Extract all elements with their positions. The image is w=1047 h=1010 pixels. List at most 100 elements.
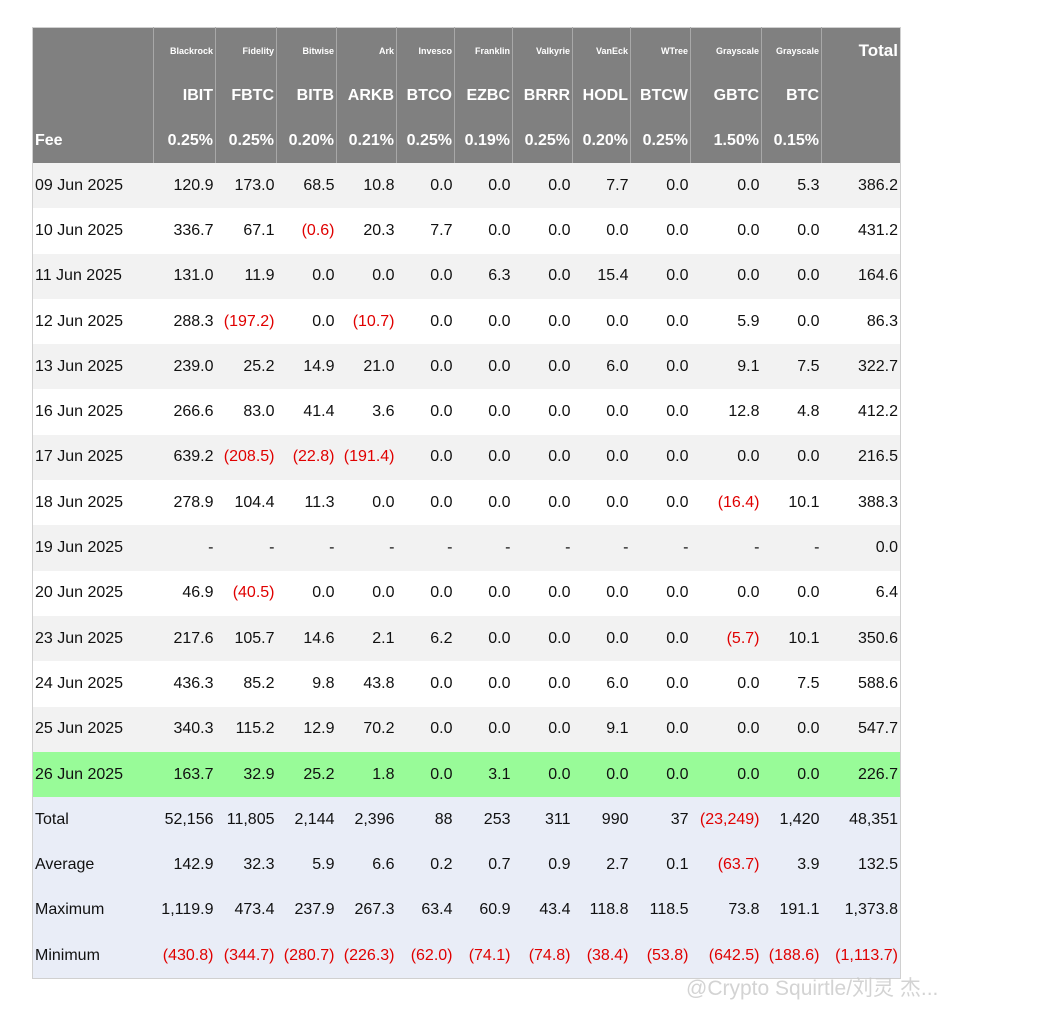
flow-value: -: [396, 525, 455, 571]
flow-value: 0.0: [761, 434, 822, 481]
flow-value: 20.3: [336, 208, 397, 254]
flow-value: 0.0: [336, 570, 397, 616]
summary-label: Maximum: [32, 887, 154, 934]
flow-value: 9.1: [572, 706, 631, 752]
flow-value: 0.0: [454, 706, 513, 752]
flow-value: -: [512, 525, 573, 571]
flow-value: 0.0: [512, 298, 573, 345]
summary-value: (188.6): [761, 933, 822, 979]
flow-value: 0.0: [690, 434, 762, 481]
flow-value: 239.0: [153, 344, 216, 390]
header-cell: [821, 118, 901, 163]
flow-value: 226.7: [821, 751, 901, 798]
date: 12 Jun 2025: [32, 298, 154, 345]
data-row: 18 Jun 2025 278.9 104.4 11.3 0.0 0.0 0.0 0.0 0.0…: [32, 480, 901, 526]
summary-value: 132.5: [821, 842, 901, 888]
issuer-name: Valkyrie: [512, 27, 573, 73]
flow-value: 0.0: [761, 706, 822, 752]
ticker: BTCW: [630, 73, 691, 118]
fee: 0.25%: [630, 118, 691, 163]
flow-value: 0.0: [512, 661, 573, 707]
date: 17 Jun 2025: [32, 434, 154, 481]
flow-value: 0.0: [454, 434, 513, 481]
date: 11 Jun 2025: [32, 253, 154, 299]
flow-value: 0.0: [572, 208, 631, 254]
data-row: 16 Jun 2025 266.6 83.0 41.4 3.6 0.0 0.0 0.0 0.0 0…: [32, 389, 901, 435]
flow-value: -: [454, 525, 513, 571]
summary-row: Average 142.9 32.3 5.9 6.6 0.2 0.7 0.9 2.7 0.1 (63…: [32, 842, 901, 888]
flow-value: 14.9: [276, 344, 337, 390]
summary-value: (1,113.7): [821, 933, 901, 979]
flow-value: 0.0: [630, 434, 691, 481]
flow-value: 104.4: [215, 480, 277, 526]
flow-value: 0.0: [572, 480, 631, 526]
flow-value: 0.0: [454, 163, 513, 209]
fee: 0.21%: [336, 118, 397, 163]
fee: 0.15%: [761, 118, 822, 163]
fee: 0.25%: [396, 118, 455, 163]
watermark: @Crypto Squirtle/刘灵 杰...: [686, 977, 939, 1000]
summary-value: 142.9: [153, 842, 216, 888]
flow-value: 0.0: [690, 208, 762, 254]
flow-value: (16.4): [690, 480, 762, 526]
flow-value: -: [572, 525, 631, 571]
flow-value: 0.0: [761, 208, 822, 254]
flow-value: 115.2: [215, 706, 277, 752]
ticker: BITB: [276, 73, 337, 118]
summary-value: 88: [396, 797, 455, 843]
flow-value: 0.0: [512, 570, 573, 616]
flow-value: 0.0: [630, 389, 691, 435]
flow-value: 0.0: [512, 480, 573, 526]
flow-value: 9.1: [690, 344, 762, 390]
issuer-name: Blackrock: [153, 27, 216, 73]
summary-value: 3.9: [761, 842, 822, 888]
summary-value: 191.1: [761, 887, 822, 934]
summary-value: 6.6: [336, 842, 397, 888]
flow-value: 105.7: [215, 615, 277, 662]
flow-value: 14.6: [276, 615, 337, 662]
header-row: Blackrock Fidelity Bitwise Ark Invesco Frankl…: [32, 27, 901, 73]
date: 18 Jun 2025: [32, 480, 154, 526]
table-body: Blackrock Fidelity Bitwise Ark Invesco Frankl…: [32, 27, 901, 979]
header-cell: [32, 27, 154, 73]
issuer-name: Fidelity: [215, 27, 277, 73]
flow-value: 0.0: [761, 570, 822, 616]
issuer-name: Franklin: [454, 27, 513, 73]
summary-value: 48,351: [821, 797, 901, 843]
summary-value: 63.4: [396, 887, 455, 934]
flow-value: 5.3: [761, 163, 822, 209]
flow-value: 0.0: [396, 253, 455, 299]
summary-value: (642.5): [690, 933, 762, 979]
ticker: EZBC: [454, 73, 513, 118]
flow-value: 11.9: [215, 253, 277, 299]
flow-value: (191.4): [336, 434, 397, 481]
summary-value: 1,420: [761, 797, 822, 843]
flow-value: -: [153, 525, 216, 571]
flow-value: 11.3: [276, 480, 337, 526]
flow-value: 0.0: [454, 570, 513, 616]
summary-value: 237.9: [276, 887, 337, 934]
flow-value: 2.1: [336, 615, 397, 662]
summary-value: (62.0): [396, 933, 455, 979]
ticker: FBTC: [215, 73, 277, 118]
header-row: IBIT FBTC BITB ARKB BTCO EZBC BRRR HODL BTCW GBTC…: [32, 73, 901, 118]
flow-value: 0.0: [454, 615, 513, 662]
summary-value: (53.8): [630, 933, 691, 979]
fee: 0.20%: [572, 118, 631, 163]
flow-value: 412.2: [821, 389, 901, 435]
data-row: 11 Jun 2025 131.0 11.9 0.0 0.0 0.0 6.3 0.0 15.4 0…: [32, 253, 901, 299]
summary-value: (280.7): [276, 933, 337, 979]
data-row: 24 Jun 2025 436.3 85.2 9.8 43.8 0.0 0.0 0.0 6.0 0…: [32, 661, 901, 707]
flow-value: 0.0: [630, 751, 691, 798]
flow-value: 386.2: [821, 163, 901, 209]
date: 26 Jun 2025: [32, 751, 154, 798]
issuer-name: WTree: [630, 27, 691, 73]
flow-value: 10.8: [336, 163, 397, 209]
summary-value: 2.7: [572, 842, 631, 888]
flow-value: 67.1: [215, 208, 277, 254]
summary-value: 11,805: [215, 797, 277, 843]
flow-value: 0.0: [512, 208, 573, 254]
flow-value: 0.0: [690, 570, 762, 616]
flow-value: 46.9: [153, 570, 216, 616]
flow-value: 436.3: [153, 661, 216, 707]
